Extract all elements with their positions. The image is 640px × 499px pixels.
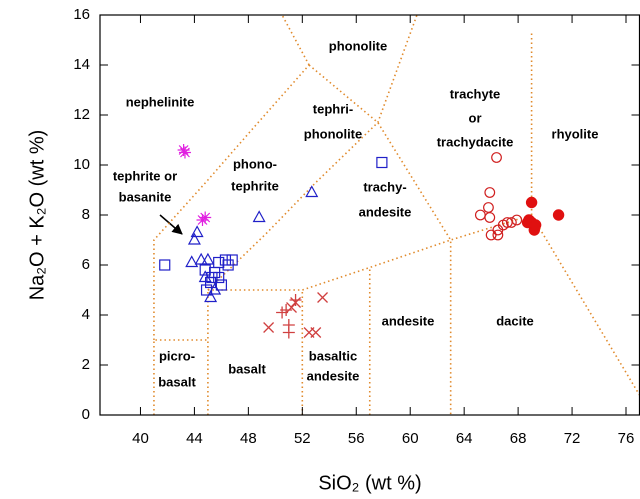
point bbox=[525, 196, 538, 209]
region-label: or bbox=[469, 110, 482, 125]
region-label: picro- bbox=[159, 348, 195, 363]
region-label: trachydacite bbox=[437, 134, 514, 149]
region-label: phonolite bbox=[304, 126, 363, 141]
region-label: phonolite bbox=[329, 38, 388, 53]
point bbox=[305, 185, 319, 198]
region-label: dacite bbox=[496, 313, 534, 328]
point bbox=[501, 217, 513, 228]
x-tick-label: 40 bbox=[132, 430, 149, 447]
x-tick-label: 56 bbox=[348, 430, 365, 447]
point bbox=[190, 225, 204, 238]
region-label: phono- bbox=[233, 156, 277, 171]
point bbox=[317, 292, 329, 303]
point bbox=[177, 144, 190, 156]
point bbox=[263, 322, 275, 333]
y-tick-label: 2 bbox=[82, 356, 90, 373]
region-label: trachyte bbox=[450, 86, 501, 101]
point bbox=[215, 279, 227, 291]
point bbox=[286, 302, 297, 313]
y-tick-label: 16 bbox=[73, 6, 90, 23]
point bbox=[282, 326, 295, 339]
point bbox=[492, 229, 504, 241]
point bbox=[280, 304, 293, 316]
field-boundary bbox=[153, 64, 310, 340]
field-boundary bbox=[207, 214, 640, 396]
point bbox=[552, 209, 565, 221]
field-boundary bbox=[207, 14, 418, 291]
y-axis-title: Na₂O + K₂O (wt %) bbox=[26, 130, 48, 301]
point bbox=[194, 252, 208, 265]
point bbox=[206, 271, 218, 284]
x-tick-label: 60 bbox=[402, 430, 419, 447]
region-label: basaltic bbox=[309, 348, 357, 363]
point bbox=[159, 259, 171, 271]
y-tick-label: 10 bbox=[73, 156, 90, 173]
point bbox=[484, 187, 496, 198]
field-boundary bbox=[281, 14, 310, 66]
point bbox=[201, 252, 215, 265]
x-axis-title: SiO₂ (wt %) bbox=[318, 472, 421, 494]
region-label: tephri- bbox=[313, 101, 353, 116]
arrow bbox=[159, 214, 183, 235]
point bbox=[213, 256, 225, 269]
point bbox=[213, 271, 225, 284]
region-label: tephrite or bbox=[113, 168, 177, 183]
region-label: rhyolite bbox=[552, 126, 599, 141]
x-tick-label: 48 bbox=[240, 430, 257, 447]
point bbox=[199, 264, 211, 276]
point bbox=[483, 202, 494, 213]
point bbox=[376, 156, 388, 169]
x-tick-label: 52 bbox=[294, 430, 311, 447]
x-tick-label: 68 bbox=[510, 430, 527, 447]
y-tick-label: 4 bbox=[82, 306, 90, 323]
region-label: nephelinite bbox=[126, 94, 195, 109]
y-tick-label: 0 bbox=[82, 406, 90, 423]
region-label: trachy- bbox=[363, 179, 406, 194]
region-label: andesite bbox=[307, 368, 360, 383]
point bbox=[204, 290, 218, 303]
point bbox=[196, 214, 209, 226]
x-tick-label: 44 bbox=[186, 430, 203, 447]
point bbox=[505, 217, 517, 228]
field-boundary bbox=[308, 64, 452, 415]
x-tick-label: 76 bbox=[618, 430, 635, 447]
point bbox=[187, 232, 201, 245]
x-tick-label: 72 bbox=[564, 430, 581, 447]
point bbox=[289, 294, 302, 306]
point bbox=[529, 219, 542, 231]
point bbox=[484, 212, 496, 223]
point bbox=[491, 152, 502, 163]
y-tick-label: 6 bbox=[82, 256, 90, 273]
region-label: basalt bbox=[158, 374, 196, 389]
region-label: andesite bbox=[382, 313, 435, 328]
y-tick-label: 8 bbox=[82, 206, 90, 223]
region-label: basalt bbox=[228, 361, 266, 376]
point bbox=[252, 210, 266, 223]
point bbox=[200, 284, 213, 296]
region-label: basanite bbox=[119, 189, 172, 204]
x-tick-label: 64 bbox=[456, 430, 473, 447]
point bbox=[185, 255, 199, 268]
region-label: tephrite bbox=[231, 178, 279, 193]
y-tick-label: 12 bbox=[73, 106, 90, 123]
y-tick-label: 14 bbox=[73, 56, 90, 73]
point bbox=[310, 327, 322, 338]
point bbox=[178, 146, 191, 159]
point bbox=[474, 209, 486, 221]
point bbox=[226, 254, 238, 266]
region-label: andesite bbox=[359, 204, 412, 219]
